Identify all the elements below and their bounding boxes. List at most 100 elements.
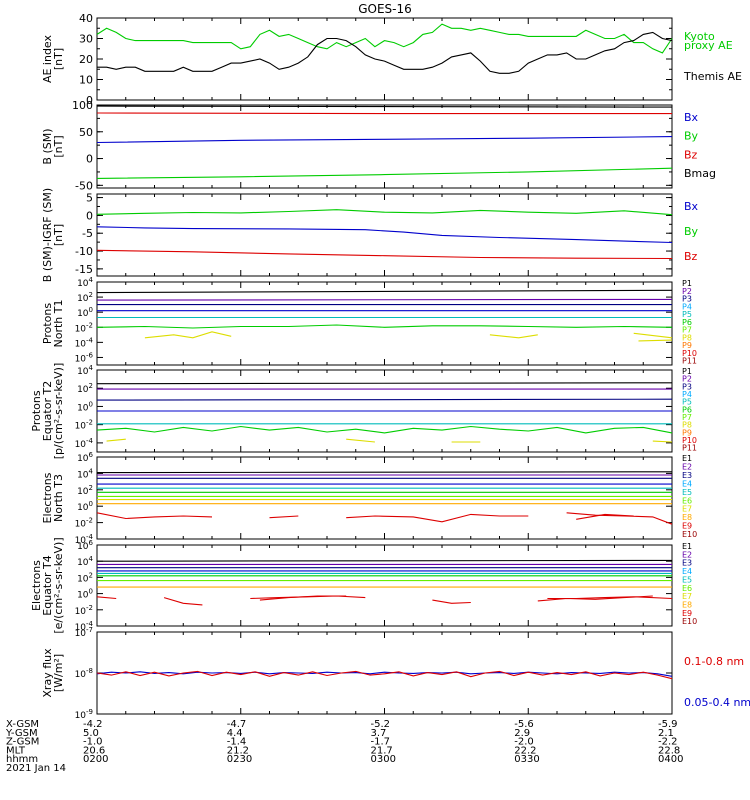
x-axis-value: 21.2 [227, 745, 249, 756]
y-tick-label: 20 [79, 53, 93, 66]
x-axis-value: 0200 [83, 754, 108, 765]
legend-entry: P2 [682, 287, 692, 296]
legend-entry: P6 [682, 405, 692, 414]
legend-entry: P1 [682, 367, 692, 376]
legend-entry: E2 [682, 550, 692, 559]
legend-entry: E8 [682, 513, 692, 522]
y-tick-label: 102 [77, 291, 93, 304]
y-tick-label: 102 [77, 571, 93, 584]
legend-entry: P5 [682, 398, 692, 407]
panel-frame [96, 193, 673, 277]
series-line [432, 599, 471, 604]
y-axis-label: [e/(cm²-s-sr-keV)] [52, 537, 65, 633]
y-axis-label: Equator T4 [41, 555, 54, 615]
y-tick-label: 102 [77, 484, 93, 497]
series-line [96, 559, 673, 562]
legend: Bx By Bz Bmag [684, 111, 716, 180]
y-tick-label: 40 [79, 12, 93, 25]
series-p1 [96, 289, 673, 294]
series-line [96, 298, 673, 301]
series-line [96, 512, 213, 520]
legend-entry: P6 [682, 318, 692, 327]
legend: 0.1-0.8 nm 0.05-0.4 nm [684, 655, 750, 709]
x-axis-value: -2.0 [514, 737, 534, 748]
x-axis-value: -1.4 [227, 737, 247, 748]
legend-entry: Bz [684, 148, 698, 161]
panel-frame [96, 281, 673, 366]
series-bmag [96, 105, 673, 108]
y-tick-label: 10-4 [75, 620, 94, 633]
legend-entry: P3 [682, 382, 692, 391]
series-line [106, 438, 126, 442]
series-bx [96, 226, 673, 244]
y-axis-label: Equator T2 [41, 381, 54, 441]
legend-entry: P11 [682, 444, 697, 453]
y-tick-label: 10-4 [75, 437, 94, 450]
series-line [96, 670, 673, 680]
y-tick-label: -10 [75, 245, 93, 258]
series-p1 [96, 382, 673, 385]
y-tick-label: -15 [75, 263, 93, 276]
y-axis-label: Xray flux [41, 648, 54, 698]
panel-bsm: -50 0 50 100 B (SM)[nT] Bx By Bz Bmag [41, 99, 716, 192]
y-tick-label: 10-6 [75, 351, 94, 364]
legend-entry: E7 [682, 505, 692, 514]
x-axis-value: -5.2 [371, 719, 391, 730]
x-axis-value: 21.7 [371, 745, 393, 756]
series-line [652, 440, 673, 443]
panel-bigrf: -15 -10 -5 0 5 B (SM)-IGRF (SM)[nT] Bx By Bz [41, 188, 699, 282]
legend-entry: E10 [682, 617, 697, 626]
legend-entry: E3 [682, 471, 692, 480]
x-axis-row-label: Y-GSM [5, 728, 38, 739]
y-axis-label: Protons [30, 390, 43, 431]
y-tick-label: 100 [77, 588, 93, 601]
x-axis-value: -5.9 [658, 719, 678, 730]
x-axis-value: 2.1 [658, 728, 674, 739]
series-e1 [96, 559, 673, 562]
panel-frame [96, 456, 673, 540]
x-axis-value: -2.2 [658, 737, 678, 748]
legend-entry: P8 [682, 421, 692, 430]
series-p6 [96, 324, 673, 329]
y-tick-label: 30 [79, 33, 93, 46]
series-by [96, 167, 673, 179]
legend-entry: E10 [682, 530, 697, 539]
legend-entry: P7 [682, 326, 692, 335]
x-axis-row-label: hhmm [6, 754, 38, 765]
y-tick-label: 104 [77, 555, 93, 568]
legend-entry: Bmag [684, 167, 716, 180]
x-axis-value: 20.6 [83, 745, 105, 756]
legend-entry: E3 [682, 559, 692, 568]
x-axis-value: 22.8 [658, 745, 680, 756]
legend-entry: P10 [682, 349, 697, 358]
y-tick-label: 10-2 [75, 321, 93, 334]
series-p3 [96, 398, 673, 401]
y-tick-label: 10-9 [75, 708, 93, 721]
x-axis-value: 4.4 [227, 728, 243, 739]
series-p7 [106, 438, 673, 443]
legend-entry: Bx [684, 111, 699, 124]
series-line [96, 425, 673, 434]
series-line [96, 105, 673, 108]
series-p2 [96, 298, 673, 301]
series-line [489, 334, 538, 339]
y-axis-label: Protons [41, 303, 54, 344]
series-bz [96, 112, 672, 115]
plot-title: GOES-16 [358, 2, 412, 16]
y-tick-label: 10-8 [75, 667, 93, 680]
series-line [96, 226, 673, 244]
y-tick-label: 104 [77, 276, 93, 289]
y-tick-label: -50 [75, 179, 93, 192]
x-axis-row-label: Z-GSM [6, 737, 39, 748]
legend: Bx By Bz [684, 200, 699, 263]
y-axis-label: [p/(cm²-s-sr-keV)] [52, 363, 65, 460]
legend-entry: E5 [682, 488, 692, 497]
y-axis-label: North T1 [52, 300, 65, 348]
